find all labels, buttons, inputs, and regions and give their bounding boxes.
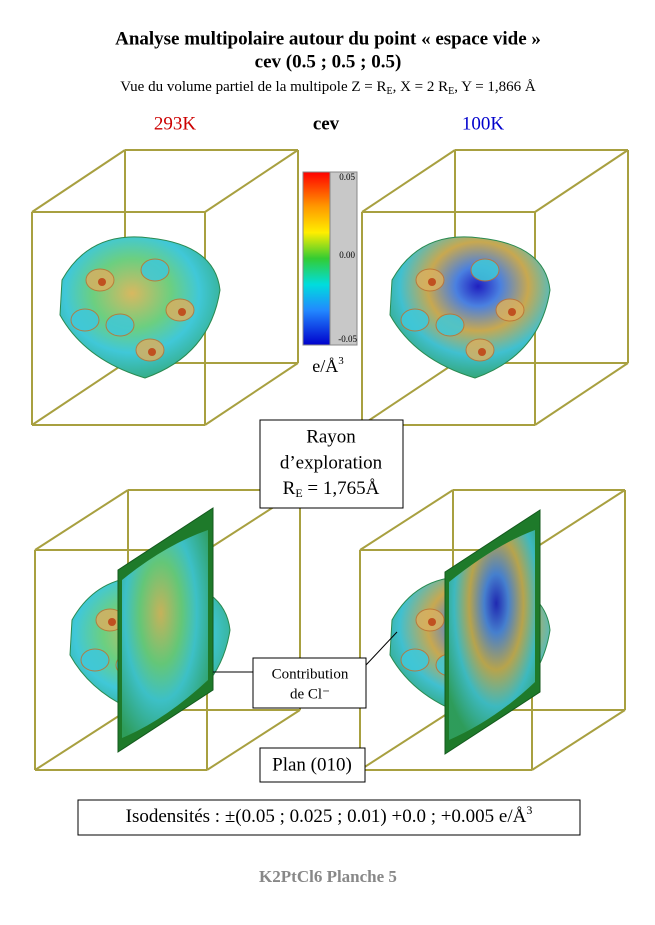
density-lobe xyxy=(400,308,430,332)
contribution-text: Contribution xyxy=(272,666,349,682)
cube-edge xyxy=(359,489,454,551)
plane-box xyxy=(259,747,366,783)
contribution-text: de Cl⁻ xyxy=(290,686,330,702)
cube-edge xyxy=(204,149,299,213)
isodensity-box xyxy=(77,799,581,836)
radius-text: d’exploration xyxy=(280,452,383,473)
density-core xyxy=(178,308,186,316)
density-core xyxy=(98,278,106,286)
radius-value: = 1,765Å xyxy=(303,478,380,499)
density-core xyxy=(428,618,436,626)
label-293k: 293K xyxy=(154,113,197,134)
cube-edge xyxy=(34,709,129,771)
isodensity-main: Isodensités : ±(0.05 ; 0.025 ; 0.01) +0.… xyxy=(126,806,527,827)
radius-text: RE = 1,765Å xyxy=(283,478,380,499)
cube-edge xyxy=(361,362,456,426)
isodensity-text: Isodensités : ±(0.05 ; 0.025 ; 0.01) +0.… xyxy=(126,803,533,828)
radius-sub: E xyxy=(295,486,302,500)
footer: K2PtCl6 Planche 5 xyxy=(259,867,397,886)
density-lobe xyxy=(105,313,135,337)
cube-edge xyxy=(359,709,454,771)
cube-edge xyxy=(31,362,126,426)
density-lobe xyxy=(140,258,170,282)
unit: e/Å xyxy=(312,356,338,376)
cube-edge xyxy=(206,709,301,771)
unit-sup: 3 xyxy=(338,355,344,367)
plane-section xyxy=(122,530,208,738)
plane-text: Plan (010) xyxy=(272,754,352,775)
cube-edge xyxy=(204,362,299,426)
cube-edge xyxy=(531,489,626,551)
cube-edge xyxy=(531,709,626,771)
cube xyxy=(34,489,301,771)
cube xyxy=(359,489,626,771)
colorbar xyxy=(302,171,331,346)
label-cev: cev xyxy=(313,113,340,134)
colorbar-scale xyxy=(329,171,358,346)
radius-text: Rayon xyxy=(306,426,356,447)
title: Analyse multipolaire autour du point « e… xyxy=(115,28,541,49)
density-core xyxy=(148,348,156,356)
description-sub: E xyxy=(386,86,392,97)
density-lobe xyxy=(70,308,100,332)
density-lobe xyxy=(400,648,430,672)
colorbar-unit: e/Å3 xyxy=(312,355,344,377)
isodensity-sup: 3 xyxy=(526,803,532,817)
description: Vue du volume partiel de la multipole Z … xyxy=(120,79,536,97)
density-core xyxy=(428,278,436,286)
description-part: Vue du volume partiel de la multipole Z … xyxy=(120,79,386,95)
contribution-box xyxy=(252,657,367,709)
subtitle: cev (0.5 ; 0.5 ; 0.5) xyxy=(255,51,402,72)
density-lobe xyxy=(470,258,500,282)
label-100k: 100K xyxy=(462,113,505,134)
colorbar-tick: 0.05 xyxy=(339,172,355,182)
density-lobe xyxy=(435,313,465,337)
density-core xyxy=(478,348,486,356)
cube-edge xyxy=(361,149,456,213)
cube xyxy=(361,149,629,426)
cube-edge xyxy=(534,149,629,213)
density-core xyxy=(108,618,116,626)
renderings xyxy=(31,149,629,771)
density-lobe xyxy=(80,648,110,672)
description-part: , Y = 1,866 Å xyxy=(454,79,536,95)
description-sub: E xyxy=(448,86,454,97)
description-part: , X = 2 R xyxy=(393,79,449,95)
cube xyxy=(31,149,299,426)
cube-edge xyxy=(34,489,129,551)
cube-edge xyxy=(534,362,629,426)
colorbar-tick: 0.00 xyxy=(339,250,355,260)
plane-section xyxy=(449,530,535,740)
density-core xyxy=(508,308,516,316)
pointer-line xyxy=(365,631,398,666)
colorbar-tick: -0.05 xyxy=(338,334,357,344)
radius-symbol: R xyxy=(283,478,296,499)
cube-edge xyxy=(31,149,126,213)
radius-box xyxy=(259,419,404,509)
